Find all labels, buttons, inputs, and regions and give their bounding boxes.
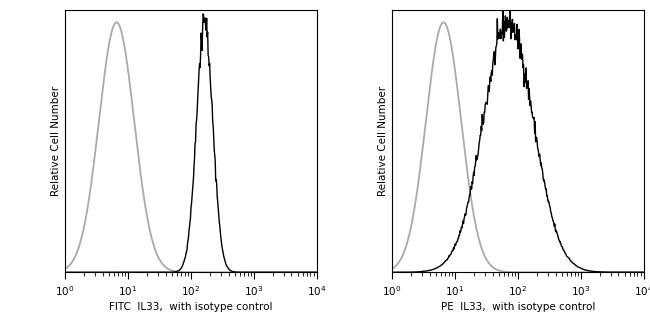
X-axis label: FITC  IL33,  with isotype control: FITC IL33, with isotype control	[109, 302, 272, 312]
Y-axis label: Relative Cell Number: Relative Cell Number	[378, 86, 388, 196]
X-axis label: PE  IL33,  with isotype control: PE IL33, with isotype control	[441, 302, 595, 312]
Y-axis label: Relative Cell Number: Relative Cell Number	[51, 86, 61, 196]
